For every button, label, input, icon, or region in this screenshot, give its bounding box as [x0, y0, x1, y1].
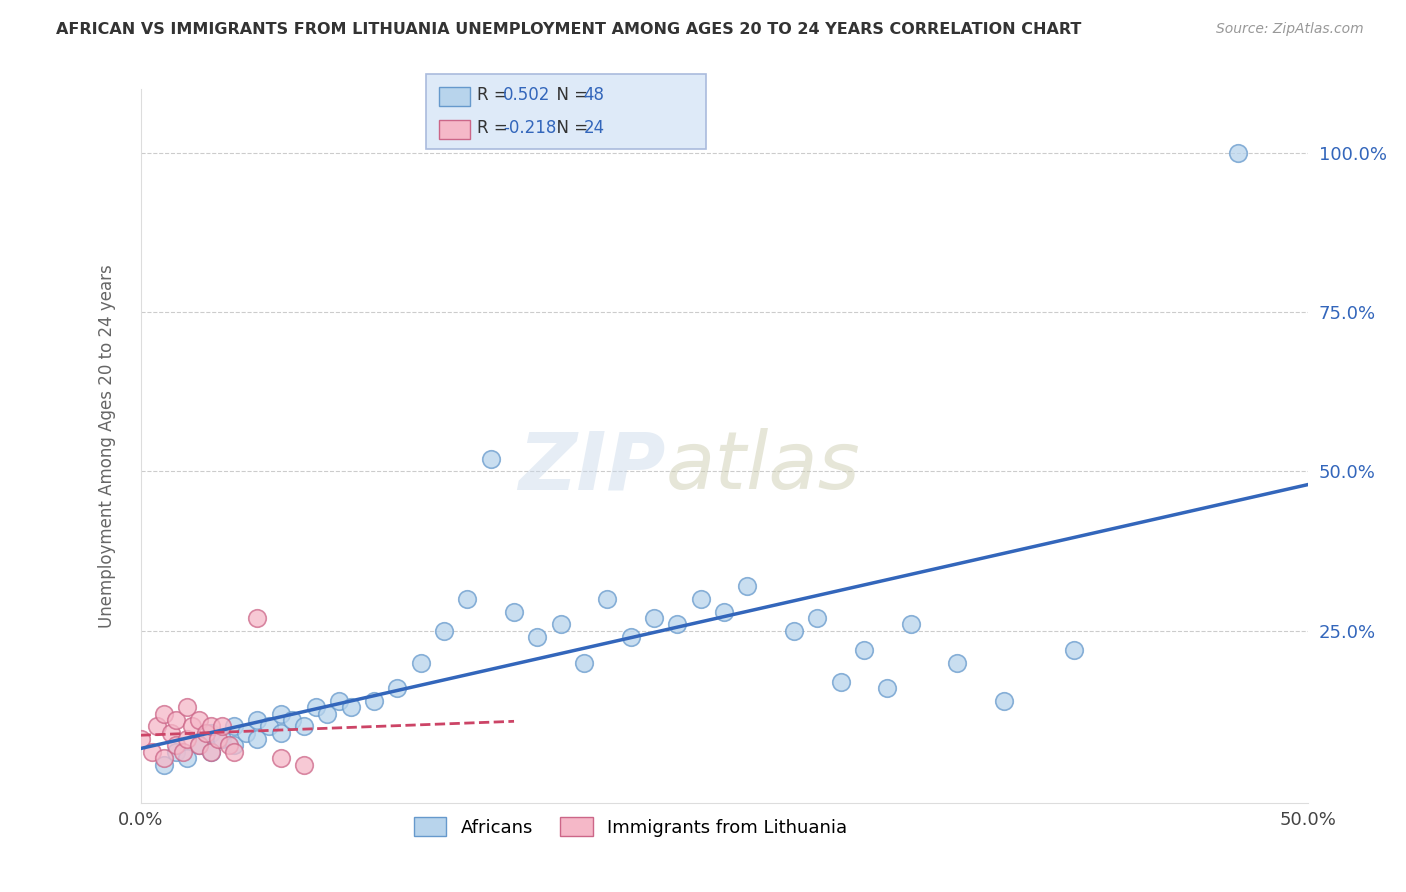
Point — [328, 694, 350, 708]
Point — [153, 706, 176, 721]
Point — [830, 674, 852, 689]
Text: N =: N = — [546, 120, 593, 137]
Point — [713, 605, 735, 619]
Point — [222, 739, 245, 753]
Point — [165, 739, 187, 753]
Point — [188, 739, 211, 753]
Text: 48: 48 — [583, 87, 605, 104]
Point — [305, 700, 328, 714]
Text: -0.218: -0.218 — [503, 120, 557, 137]
Point — [200, 719, 222, 733]
Point — [503, 605, 526, 619]
Point — [1226, 145, 1249, 160]
Point — [409, 656, 432, 670]
Point — [853, 643, 876, 657]
Point — [246, 713, 269, 727]
Point — [572, 656, 595, 670]
Point — [222, 745, 245, 759]
Point — [222, 719, 245, 733]
Point — [292, 719, 315, 733]
Point — [270, 751, 292, 765]
Point — [176, 751, 198, 765]
Point — [176, 732, 198, 747]
Point — [281, 713, 304, 727]
Point — [270, 706, 292, 721]
Point — [737, 579, 759, 593]
Text: Source: ZipAtlas.com: Source: ZipAtlas.com — [1216, 22, 1364, 37]
Point — [1063, 643, 1085, 657]
Y-axis label: Unemployment Among Ages 20 to 24 years: Unemployment Among Ages 20 to 24 years — [97, 264, 115, 628]
Point — [200, 745, 222, 759]
Point — [207, 732, 229, 747]
Point — [146, 719, 169, 733]
Point — [246, 611, 269, 625]
Point — [526, 630, 548, 644]
Point — [479, 451, 502, 466]
Point — [433, 624, 456, 638]
Point — [270, 725, 292, 739]
Point — [339, 700, 361, 714]
Legend: Africans, Immigrants from Lithuania: Africans, Immigrants from Lithuania — [406, 810, 855, 844]
Point — [235, 725, 257, 739]
Point — [993, 694, 1015, 708]
Text: R =: R = — [477, 120, 513, 137]
Point — [181, 719, 204, 733]
Point — [194, 725, 217, 739]
Point — [316, 706, 339, 721]
Point — [387, 681, 409, 695]
Point — [200, 725, 222, 739]
Text: 24: 24 — [583, 120, 605, 137]
Point — [218, 739, 240, 753]
Point — [620, 630, 643, 644]
Point — [257, 719, 280, 733]
Point — [129, 732, 152, 747]
Text: N =: N = — [546, 87, 593, 104]
Point — [456, 591, 478, 606]
Point — [188, 713, 211, 727]
Point — [596, 591, 619, 606]
Point — [172, 745, 194, 759]
Text: atlas: atlas — [666, 428, 860, 507]
Point — [806, 611, 828, 625]
Point — [165, 713, 187, 727]
Point — [292, 757, 315, 772]
Point — [643, 611, 665, 625]
Point — [783, 624, 806, 638]
Point — [165, 745, 187, 759]
Point — [141, 745, 163, 759]
Point — [550, 617, 572, 632]
Point — [153, 757, 176, 772]
Point — [211, 732, 233, 747]
Point — [211, 719, 233, 733]
Point — [176, 700, 198, 714]
Point — [160, 725, 183, 739]
Text: 0.502: 0.502 — [503, 87, 551, 104]
Point — [876, 681, 898, 695]
Point — [689, 591, 711, 606]
Point — [900, 617, 922, 632]
Point — [363, 694, 385, 708]
Point — [188, 739, 211, 753]
Point — [200, 745, 222, 759]
Point — [946, 656, 969, 670]
Point — [153, 751, 176, 765]
Point — [246, 732, 269, 747]
Text: ZIP: ZIP — [519, 428, 666, 507]
Text: R =: R = — [477, 87, 513, 104]
Point — [666, 617, 689, 632]
Text: AFRICAN VS IMMIGRANTS FROM LITHUANIA UNEMPLOYMENT AMONG AGES 20 TO 24 YEARS CORR: AFRICAN VS IMMIGRANTS FROM LITHUANIA UNE… — [56, 22, 1081, 37]
